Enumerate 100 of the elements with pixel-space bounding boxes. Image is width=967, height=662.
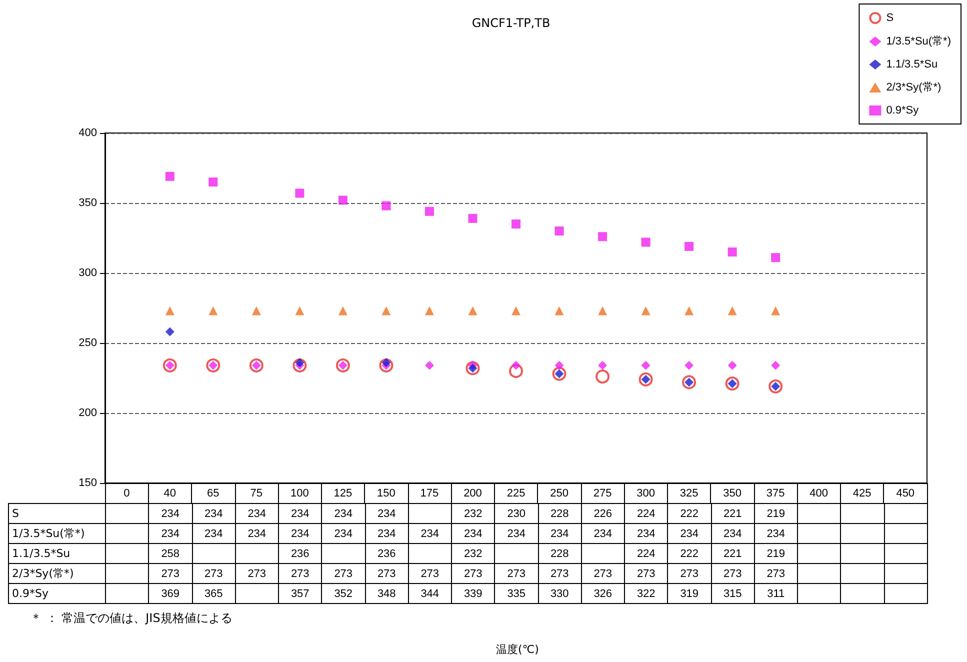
- data-label: 315: [711, 584, 754, 604]
- data-label: 273: [668, 564, 711, 584]
- data-label: 219: [754, 544, 798, 564]
- data-label: 234: [235, 504, 278, 524]
- y-tick-label: 300: [78, 267, 97, 279]
- data-label: 369: [148, 584, 192, 604]
- x-tick-label: 175: [420, 488, 439, 500]
- data-label: 234: [754, 524, 798, 544]
- text: ＊ ： 常温での値は、JIS規格値による: [30, 610, 232, 627]
- data-label: 224: [624, 544, 668, 564]
- data-label: 234: [408, 524, 452, 544]
- y-tick-label: 400: [78, 127, 97, 139]
- data-label: 234: [148, 504, 192, 524]
- data-label: 232: [452, 504, 495, 524]
- data-label: 219: [754, 504, 798, 524]
- data-label: 234: [494, 524, 538, 544]
- data-label: 234: [581, 524, 624, 544]
- data-label: 222: [668, 504, 711, 524]
- x-tick-label: 100: [290, 488, 309, 500]
- data-label: 234: [192, 524, 236, 544]
- x-tick-label: 325: [680, 488, 698, 500]
- data-label: 226: [581, 504, 624, 524]
- x-tick-label: 65: [207, 488, 220, 500]
- data-label: 311: [754, 584, 798, 604]
- text: 2/3*Sy(常*): [12, 567, 74, 580]
- data-label: 234: [278, 504, 322, 524]
- data-label: 348: [365, 584, 408, 604]
- data-label: 230: [494, 504, 538, 524]
- data-label: 273: [452, 564, 495, 584]
- data-label: 236: [278, 544, 322, 564]
- data-label: 222: [668, 544, 711, 564]
- y-tick-label: 200: [78, 407, 97, 419]
- data-label: 330: [538, 584, 582, 604]
- text: 1.1/3.5*Su: [12, 547, 70, 560]
- data-label: 335: [494, 584, 538, 604]
- data-label: 228: [538, 544, 582, 564]
- data-label: 273: [538, 564, 582, 584]
- x-tick-label: 0: [124, 488, 130, 500]
- legend-label: 1/3.5*Su(常*): [886, 34, 952, 48]
- legend-label: 1.1/3.5*Su: [886, 58, 938, 70]
- y-tick-label: 150: [78, 477, 97, 489]
- data-label: 357: [278, 584, 322, 604]
- data-label: 234: [365, 524, 408, 544]
- x-tick-label: 350: [723, 488, 742, 500]
- data-label: 234: [365, 504, 408, 524]
- data-label: 221: [711, 504, 754, 524]
- data-label: 273: [235, 564, 278, 584]
- data-label: 273: [278, 564, 322, 584]
- data-label: 234: [538, 524, 582, 544]
- data-label: 322: [624, 584, 668, 604]
- data-label: 273: [408, 564, 452, 584]
- x-tick-label: 250: [550, 488, 568, 500]
- y-tick-label: 250: [78, 337, 97, 349]
- data-label: 234: [322, 504, 365, 524]
- data-label: 228: [538, 504, 582, 524]
- data-label: 339: [452, 584, 495, 604]
- data-label: 273: [711, 564, 754, 584]
- data-label: 234: [235, 524, 278, 544]
- x-tick-label: 425: [852, 488, 872, 500]
- data-label: 221: [711, 544, 754, 564]
- x-tick-label: 40: [164, 488, 176, 500]
- y-tick-label: 350: [78, 197, 97, 209]
- data-label: 273: [192, 564, 236, 584]
- x-tick-label: 75: [250, 488, 263, 500]
- data-label: 234: [192, 504, 236, 524]
- x-tick-label: 150: [377, 488, 396, 500]
- text: S: [12, 507, 19, 520]
- chart-title: GNCF1-TP,TB: [472, 16, 550, 30]
- legend-label: S: [886, 12, 894, 24]
- data-label: 273: [624, 564, 668, 584]
- data-label: 365: [192, 584, 236, 604]
- x-tick-label: 275: [593, 488, 612, 500]
- data-label: 236: [365, 544, 408, 564]
- data-label: 258: [148, 544, 192, 564]
- data-label: 224: [624, 504, 668, 524]
- data-label: 273: [322, 564, 365, 584]
- x-tick-label: 225: [506, 488, 526, 500]
- data-label: 326: [581, 584, 624, 604]
- data-label: 344: [408, 584, 452, 604]
- data-label: 234: [148, 524, 192, 544]
- x-tick-label: 300: [636, 488, 655, 500]
- data-label: 234: [452, 524, 495, 544]
- data-label: 273: [148, 564, 192, 584]
- data-label: 234: [322, 524, 365, 544]
- x-tick-label: 375: [766, 488, 785, 500]
- data-label: 234: [711, 524, 754, 544]
- x-tick-label: 125: [334, 488, 352, 500]
- data-label: 273: [581, 564, 624, 584]
- data-label: 273: [365, 564, 408, 584]
- text: 温度(℃): [496, 642, 539, 657]
- x-tick-label: 400: [810, 488, 828, 500]
- data-label: 273: [754, 564, 798, 584]
- data-label: 232: [452, 544, 495, 564]
- data-label: 234: [278, 524, 322, 544]
- data-label: 273: [494, 564, 538, 584]
- x-tick-label: 200: [464, 488, 482, 500]
- data-label: 319: [668, 584, 711, 604]
- text: 0.9*Sy: [12, 587, 48, 600]
- text: 1/3.5*Su(常*): [12, 527, 85, 540]
- x-tick-label: 450: [896, 488, 915, 500]
